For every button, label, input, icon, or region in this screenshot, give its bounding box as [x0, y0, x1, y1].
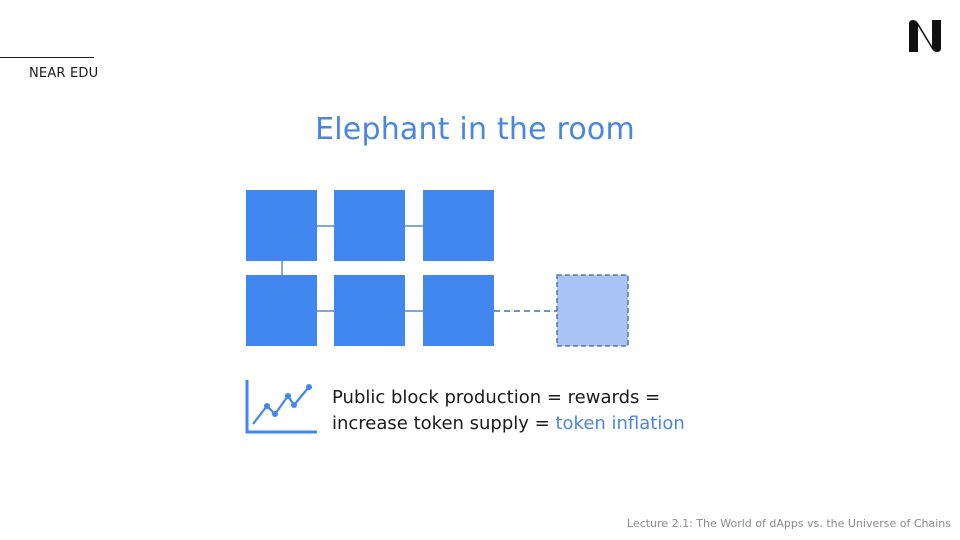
caption-line-2: increase token supply = token inflation	[332, 411, 685, 437]
pending-block	[556, 274, 629, 347]
header-divider	[0, 57, 94, 58]
block-6	[423, 275, 494, 346]
block-3	[423, 190, 494, 261]
near-logo-icon	[909, 20, 941, 52]
caption-line-1: Public block production = rewards =	[332, 387, 661, 408]
caption-text: Public block production = rewards = incr…	[332, 385, 685, 437]
lecture-footer: Lecture 2.1: The World of dApps vs. the …	[627, 517, 951, 530]
slide-title: Elephant in the room	[315, 112, 635, 147]
block-4	[246, 275, 317, 346]
line-chart-icon	[245, 380, 317, 434]
block-1	[246, 190, 317, 261]
token-inflation-highlight: token inflation	[555, 413, 685, 434]
brand-label: NEAR EDU	[29, 66, 99, 81]
block-5	[334, 275, 405, 346]
block-2	[334, 190, 405, 261]
caption-line-2-prefix: increase token supply =	[332, 413, 556, 434]
